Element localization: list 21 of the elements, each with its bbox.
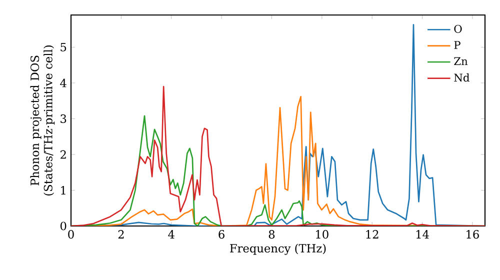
x-tick-label: 6 [218, 230, 224, 239]
x-tick-label: 4 [168, 230, 174, 238]
legend-label: O [454, 24, 462, 33]
x-tick-label: 10 [316, 230, 328, 239]
legend-label: P [454, 41, 460, 49]
y-axis-title: Phonon projected DOS (States/THz·primitive cell) [30, 46, 55, 196]
x-axis-title: Frequency (THz) [230, 244, 326, 255]
y-tick-label: 3 [60, 114, 66, 124]
x-tick-label: 14 [416, 230, 429, 238]
y-tick-label: 2 [60, 150, 66, 159]
legend-label: Nd [454, 73, 470, 82]
y-tick-label: 4 [60, 78, 66, 88]
x-tick-label: 12 [366, 230, 378, 238]
x-tick-label: 16 [466, 230, 479, 239]
legend-label: Zn [454, 57, 468, 66]
y-tick-label: 1 [61, 186, 66, 194]
x-tick-label: 2 [118, 230, 124, 238]
x-tick-label: 8 [268, 230, 275, 239]
y-tick-label: 0 [60, 222, 66, 230]
y-tick-label: 5 [60, 42, 66, 52]
x-tick-label: 0 [68, 230, 74, 239]
